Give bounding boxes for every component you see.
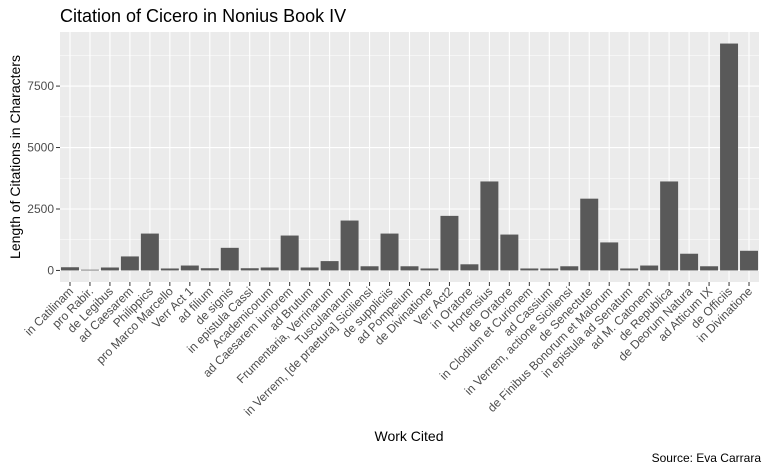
bar-18 xyxy=(420,268,439,271)
bar-0 xyxy=(60,267,79,271)
bar-30 xyxy=(660,181,679,271)
bar-26 xyxy=(580,198,599,271)
bar-12 xyxy=(300,267,319,271)
bar-2 xyxy=(100,267,119,271)
bar-19 xyxy=(440,215,459,271)
bar-17 xyxy=(400,266,419,271)
bar-14 xyxy=(340,220,359,271)
y-tick-label: 2500 xyxy=(27,202,54,216)
chart-title: Citation of Cicero in Nonius Book IV xyxy=(60,6,346,26)
bar-22 xyxy=(500,234,519,271)
y-axis-title: Length of Citations in Characters xyxy=(7,55,23,259)
bar-31 xyxy=(680,253,699,271)
bar-25 xyxy=(560,266,579,271)
bar-11 xyxy=(280,235,299,271)
bar-16 xyxy=(380,233,399,271)
chart-caption: Source: Eva Carrara xyxy=(652,451,762,465)
bar-20 xyxy=(460,264,479,271)
bar-34 xyxy=(740,250,759,271)
y-tick-label: 0 xyxy=(47,263,54,277)
bar-7 xyxy=(200,268,219,271)
bar-28 xyxy=(620,268,639,271)
bar-9 xyxy=(240,268,259,271)
bar-23 xyxy=(520,268,539,271)
bar-1 xyxy=(80,269,99,271)
bar-5 xyxy=(160,268,179,271)
bar-6 xyxy=(180,265,199,271)
bar-21 xyxy=(480,181,499,271)
bar-15 xyxy=(360,266,379,271)
bar-24 xyxy=(540,268,559,271)
bar-3 xyxy=(120,256,139,271)
bar-33 xyxy=(720,43,739,271)
bars xyxy=(60,43,759,271)
bar-13 xyxy=(320,261,339,271)
bar-10 xyxy=(260,267,279,271)
bar-32 xyxy=(700,266,719,271)
y-tick-label: 7500 xyxy=(27,79,54,93)
y-axis: 0 2500 5000 7500 xyxy=(27,79,60,277)
bar-29 xyxy=(640,265,659,271)
y-tick-label: 5000 xyxy=(27,141,54,155)
bar-27 xyxy=(600,242,619,271)
bar-4 xyxy=(140,233,159,271)
x-axis-title: Work Cited xyxy=(375,428,444,444)
bar-8 xyxy=(220,247,239,271)
